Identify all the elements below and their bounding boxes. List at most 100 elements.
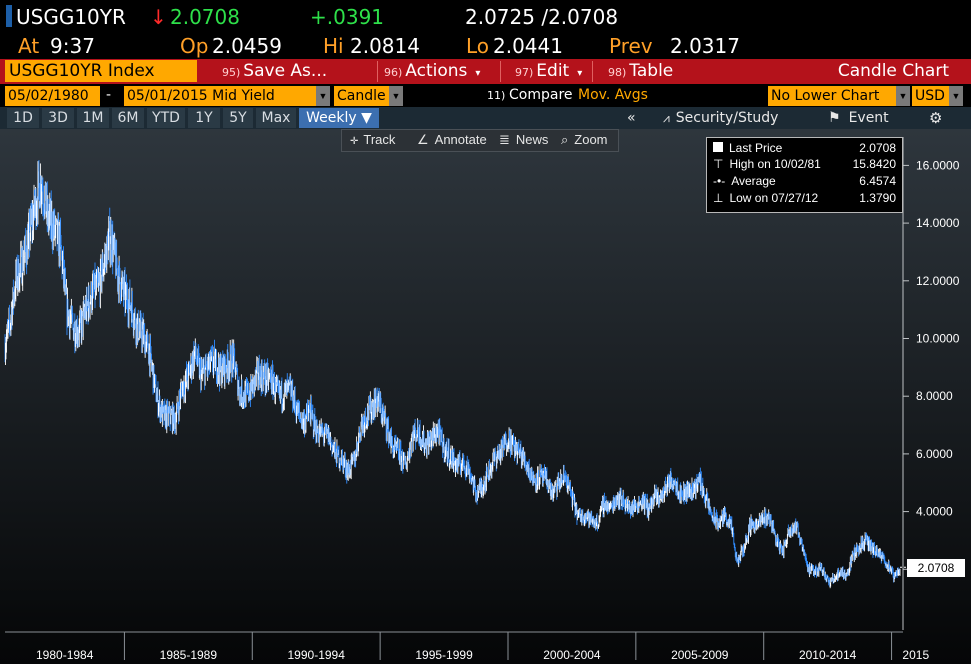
security-study-button[interactable]: ⩘ Security/Study	[663, 108, 778, 128]
annotate-button[interactable]: ∠ Annotate	[417, 132, 487, 148]
high-value: 2.0814	[350, 34, 420, 58]
period-ytd-button[interactable]: YTD	[147, 108, 185, 128]
chart-legend: Last Price 2.0708 ⊤ High on 10/02/81 15.8…	[706, 137, 903, 213]
save-as-number: 95)	[222, 66, 241, 79]
y-tick-label: 10.0000	[916, 332, 960, 346]
news-label: News	[515, 132, 549, 147]
legend-high-label: High on 10/02/81	[729, 157, 821, 171]
actions-number: 96)	[384, 66, 403, 79]
y-tick-label: 14.0000	[916, 216, 960, 230]
start-date-field[interactable]: 05/02/1980	[5, 86, 100, 106]
x-tick-label: 1980-1984	[36, 648, 94, 662]
bid-ask: 2.0725 /2.0708	[465, 5, 619, 29]
edit-label: Edit	[536, 61, 570, 81]
security-field[interactable]: USGG10YR Index	[5, 60, 197, 82]
lower-chart-dropdown-icon[interactable]: ▼	[896, 86, 910, 106]
collapse-icon[interactable]: «	[627, 110, 636, 126]
net-change: +.0391	[310, 5, 385, 29]
zoom-button[interactable]: ⌕ Zoom	[561, 132, 608, 148]
legend-low-label: Low on 07/27/12	[729, 191, 819, 205]
line-chart-icon: ⩘	[663, 111, 670, 125]
quote-ticker: USGG10YR	[16, 5, 126, 29]
legend-last-label: Last Price	[729, 141, 783, 155]
actions-chevron-icon: ▾	[475, 68, 481, 79]
edit-button[interactable]: 97) Edit ▾	[515, 59, 582, 84]
edit-chevron-icon: ▾	[577, 68, 583, 79]
save-as-label: Save As...	[243, 61, 328, 81]
legend-box-icon	[713, 142, 723, 152]
compare-button[interactable]: Compare	[509, 87, 573, 103]
currency-dropdown-icon[interactable]: ▼	[949, 86, 963, 106]
edit-number: 97)	[515, 66, 534, 79]
prev-value: 2.0317	[670, 34, 740, 58]
period-bar: 1D 3D 1M 6M YTD 1Y 5Y Max Weekly ▼ « ⩘ Se…	[0, 107, 971, 129]
table-button[interactable]: 98) Table	[608, 59, 673, 84]
event-button[interactable]: ⚑ Event	[828, 108, 889, 128]
price-chart[interactable]: 1980-1984 1985-1989 1990-1994 1995-1999 2000…	[0, 129, 971, 664]
currency-select[interactable]: USD	[912, 86, 949, 106]
period-3d-button[interactable]: 3D	[42, 108, 74, 128]
security-study-label: Security/Study	[675, 110, 779, 126]
track-button[interactable]: ✛ Track	[350, 132, 395, 147]
quote-line-2: At 9:37 Op 2.0459 Hi 2.0814 Lo 2.0441 Pr…	[0, 32, 971, 58]
low-value: 2.0441	[493, 34, 563, 58]
period-5y-button[interactable]: 5Y	[223, 108, 253, 128]
date-range-dash: -	[106, 87, 112, 103]
chart-toolbox: ✛ Track ∠ Annotate ≣ News ⌕ Zoom	[341, 129, 619, 152]
period-max-button[interactable]: Max	[256, 108, 296, 128]
open-label: Op	[180, 34, 209, 58]
period-1m-button[interactable]: 1M	[77, 108, 109, 128]
x-tick-label: 2010-2014	[799, 648, 857, 662]
function-bar: USGG10YR Index 95) Save As... 96) Actions ▾…	[0, 59, 971, 84]
open-value: 2.0459	[212, 34, 282, 58]
end-date-dropdown-icon[interactable]: ▼	[316, 86, 330, 106]
news-button[interactable]: ≣ News	[499, 132, 548, 148]
actions-label: Actions	[405, 61, 468, 81]
compare-number: 11)	[487, 89, 506, 102]
frequency-weekly-select[interactable]: Weekly ▼	[299, 108, 379, 128]
end-date-field[interactable]: 05/01/2015 Mid Yield	[124, 86, 316, 106]
legend-high-value: 15.8420	[852, 157, 896, 171]
y-tick-label: 6.0000	[916, 447, 953, 461]
moving-averages-link[interactable]: Mov. Avgs	[578, 87, 648, 103]
x-tick-label: 2015	[902, 648, 929, 662]
prev-label: Prev	[609, 34, 653, 58]
high-label: Hi	[323, 34, 344, 58]
zoom-label: Zoom	[574, 132, 608, 147]
y-tick-label: 4.0000	[916, 505, 953, 519]
table-label: Table	[629, 61, 674, 81]
x-tick-label: 1995-1999	[415, 648, 473, 662]
news-icon: ≣	[499, 132, 510, 147]
low-marker-icon: ⊥	[713, 191, 724, 205]
x-tick-label: 1990-1994	[288, 648, 346, 662]
actions-button[interactable]: 96) Actions ▾	[384, 59, 480, 84]
gear-icon[interactable]: ⚙	[929, 109, 943, 127]
quote-line-1: USGG10YR ↓ 2.0708 +.0391 2.0725 /2.0708	[0, 0, 971, 32]
period-1y-button[interactable]: 1Y	[188, 108, 220, 128]
legend-average: -•- Average 6.4574	[713, 174, 896, 190]
legend-low: ⊥ Low on 07/27/12 1.3790	[713, 191, 896, 207]
legend-low-value: 1.3790	[859, 191, 896, 205]
period-1d-button[interactable]: 1D	[7, 108, 39, 128]
save-as-button[interactable]: 95) Save As...	[222, 59, 327, 84]
legend-last-price: Last Price 2.0708	[713, 141, 896, 157]
lower-chart-select[interactable]: No Lower Chart	[768, 86, 896, 106]
style-dropdown-icon[interactable]: ▼	[389, 86, 403, 106]
chart-type-title: Candle Chart	[837, 61, 949, 81]
last-price: 2.0708	[170, 5, 240, 29]
legend-last-value: 2.0708	[859, 141, 896, 155]
magnifier-icon: ⌕	[561, 132, 569, 147]
crosshair-icon: ✛	[350, 136, 359, 147]
divider	[377, 61, 378, 82]
track-label: Track	[363, 132, 396, 147]
period-6m-button[interactable]: 6M	[112, 108, 144, 128]
quote-time: 9:37	[50, 34, 95, 58]
table-number: 98)	[608, 66, 627, 79]
legend-avg-label: Average	[731, 174, 776, 188]
chart-style-select[interactable]: Candle	[334, 86, 389, 106]
down-arrow-icon: ↓	[150, 5, 167, 29]
at-label: At	[18, 34, 40, 58]
y-tick-label: 8.0000	[916, 389, 953, 403]
x-tick-label: 1985-1989	[160, 648, 218, 662]
pencil-icon: ∠	[417, 132, 429, 147]
